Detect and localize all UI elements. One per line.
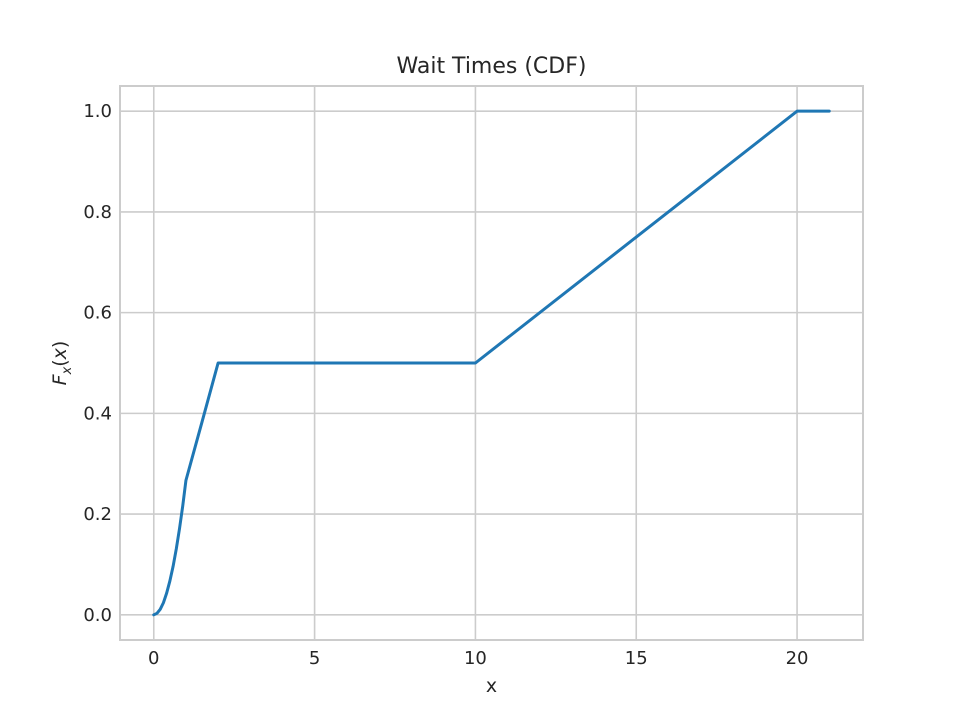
chart-title: Wait Times (CDF) [397,54,587,79]
x-tick-label: 10 [464,648,487,669]
x-tick-label: 5 [309,648,320,669]
y-tick-label: 1.0 [83,101,112,122]
y-tick-label: 0.2 [83,504,112,525]
x-tick-label: 20 [786,648,809,669]
y-tick-label: 0.4 [83,403,112,424]
x-axis-label: x [486,675,497,697]
series-layer [152,109,831,617]
cdf-series-line [152,109,831,617]
x-tick-label: 15 [625,648,648,669]
y-tick-label: 0.6 [83,303,112,324]
tick-labels: 0 5 10 15 20 0.0 0.2 0.4 0.6 0.8 1.0 [83,101,808,669]
grid [120,86,863,640]
y-tick-label: 0.8 [83,202,112,223]
y-tick-label: 0.0 [83,605,112,626]
y-axis-label: Fx(x) [49,341,75,386]
plot-frame [119,85,864,641]
x-tick-label: 0 [148,648,159,669]
